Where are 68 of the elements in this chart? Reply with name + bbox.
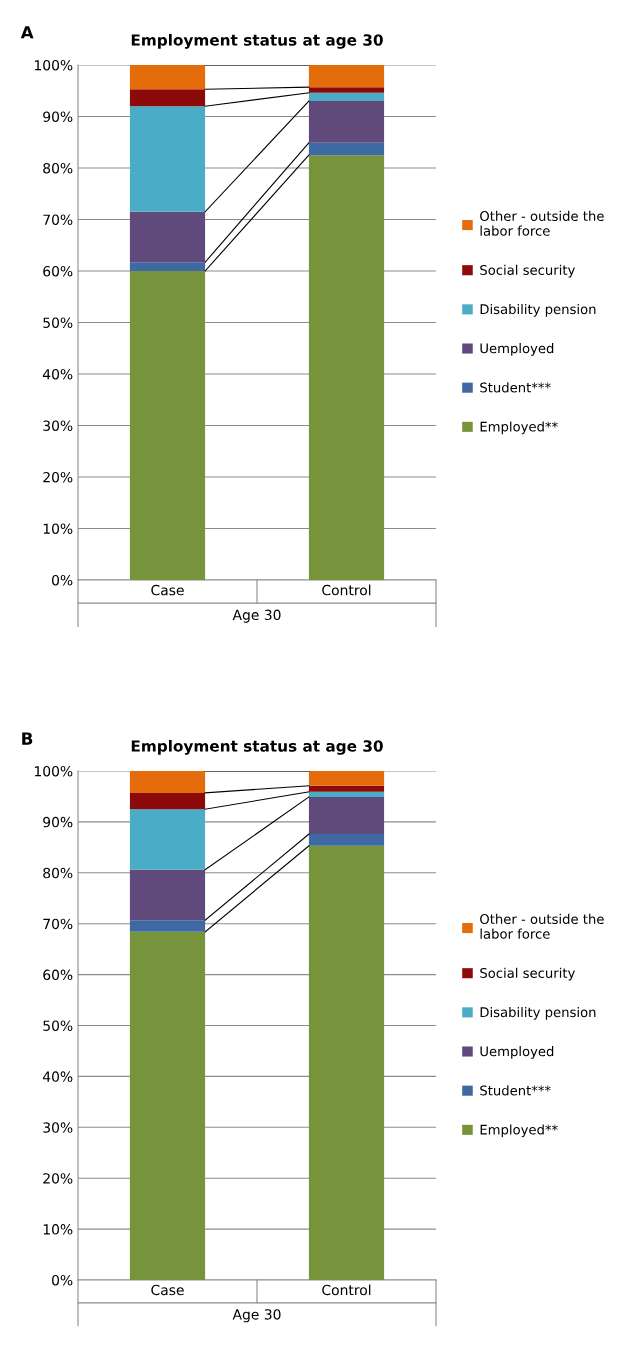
x-axis-title: Age 30 <box>232 609 281 623</box>
y-tick-label: 0% <box>52 1274 73 1286</box>
y-tick-label: 100% <box>34 59 73 71</box>
y-tick-label: 70% <box>43 918 73 930</box>
text: A <box>20 26 34 39</box>
chart-title: Employment status at age 30 <box>131 33 383 49</box>
bar <box>308 771 385 786</box>
chart-title: Employment status at age 30 <box>131 739 383 755</box>
legend-label: Uemployed <box>480 1046 554 1059</box>
legend-label: Uemployed <box>480 343 554 356</box>
legend-label: Student*** <box>480 382 551 393</box>
legend-label: Student*** <box>480 1085 551 1096</box>
bar <box>129 869 206 921</box>
y-tick-label: 10% <box>43 523 73 534</box>
bar <box>308 796 385 835</box>
y-tick-label: 40% <box>42 368 73 380</box>
y-tick-label: 90% <box>43 111 73 122</box>
bar <box>308 92 385 102</box>
bar <box>308 791 385 797</box>
legend-label: Social security <box>480 264 575 278</box>
y-tick-label: 100% <box>34 765 73 777</box>
bar <box>308 785 385 792</box>
bar <box>129 809 206 870</box>
y-tick-label: 80% <box>43 162 73 174</box>
bar <box>129 211 206 263</box>
y-tick-label: 70% <box>43 214 73 225</box>
x-tick-label: Control <box>322 1284 371 1296</box>
y-tick-label: 90% <box>43 816 73 828</box>
y-tick-label: 40% <box>42 1071 73 1082</box>
x-tick-label: Case <box>151 1284 184 1296</box>
bar <box>129 920 206 932</box>
legend-label: Other - outside the labor force <box>480 913 604 939</box>
y-tick-label: 20% <box>43 1173 73 1184</box>
y-tick-label: 10% <box>43 1224 73 1235</box>
text: B <box>22 732 33 745</box>
x-axis-title: Age 30 <box>232 1309 281 1323</box>
bar <box>308 834 385 846</box>
bar <box>129 271 206 580</box>
y-tick-label: 30% <box>43 420 73 431</box>
y-tick-label: 50% <box>43 317 73 328</box>
bar <box>129 931 206 1280</box>
x-tick-label: Case <box>151 584 184 596</box>
bar <box>129 106 206 212</box>
y-tick-label: 80% <box>43 867 73 879</box>
bar <box>129 65 206 90</box>
y-tick-label: 60% <box>43 969 73 981</box>
y-tick-label: 20% <box>43 471 73 483</box>
y-tick-label: 30% <box>43 1122 73 1133</box>
y-tick-label: 60% <box>43 265 73 277</box>
bar <box>129 792 206 810</box>
bar <box>308 155 385 580</box>
x-tick-label: Control <box>322 584 371 596</box>
y-tick-label: 50% <box>43 1020 73 1031</box>
bar <box>129 262 206 271</box>
bar <box>129 771 206 793</box>
bar <box>308 87 385 93</box>
bar <box>308 65 385 88</box>
legend-label: Disability pension <box>480 303 596 317</box>
legend-label: Disability pension <box>480 1006 596 1020</box>
legend-label: Employed** <box>480 1124 558 1138</box>
legend-label: Employed** <box>480 421 558 435</box>
bar <box>308 142 385 156</box>
y-tick-label: 0% <box>52 574 73 586</box>
legend-label: Social security <box>480 967 575 981</box>
bar <box>129 89 206 107</box>
bar <box>308 845 385 1280</box>
legend-label: Other - outside the labor force <box>480 210 604 236</box>
bar <box>308 101 385 143</box>
